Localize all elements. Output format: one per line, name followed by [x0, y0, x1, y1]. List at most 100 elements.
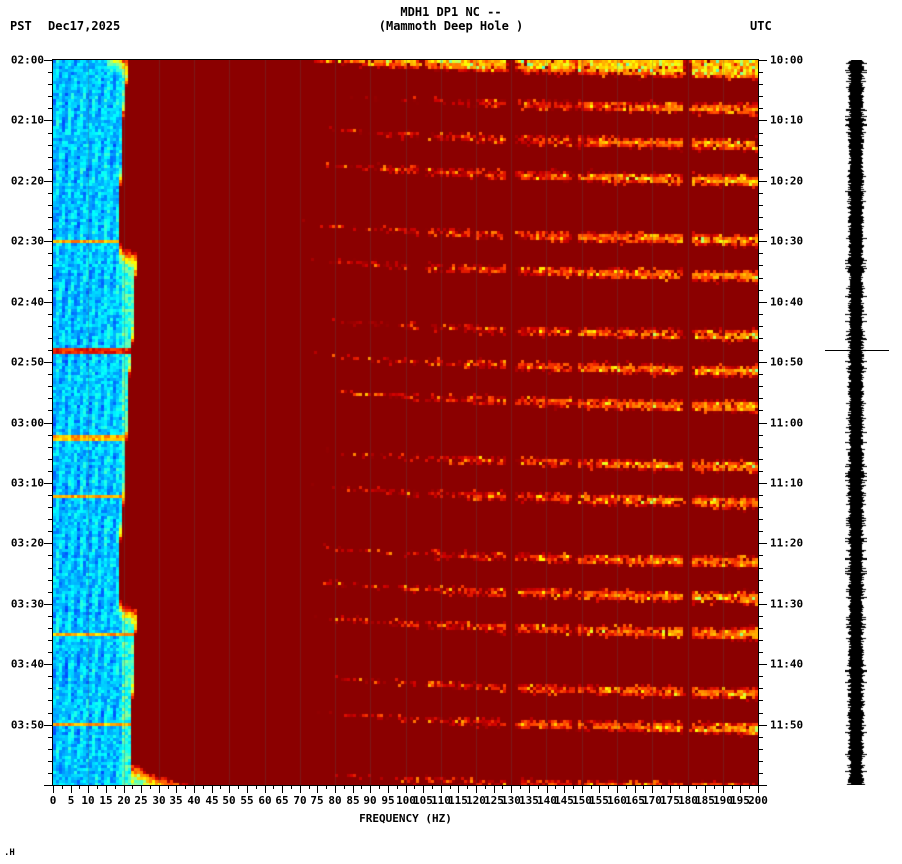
frequency-label: 185	[695, 794, 715, 807]
frequency-label: 150	[572, 794, 592, 807]
time-tick-minor-left	[48, 471, 53, 472]
time-tick-minor-right	[758, 616, 763, 617]
time-tick-minor-right	[758, 290, 763, 291]
time-tick-minor-left	[48, 447, 53, 448]
time-tick-major-right	[758, 241, 767, 242]
time-tick-minor-right	[758, 568, 763, 569]
time-tick-major-right	[758, 785, 767, 786]
time-tick-minor-left	[48, 278, 53, 279]
time-tick-minor-left	[48, 628, 53, 629]
time-tick-major-right	[758, 664, 767, 665]
frequency-label: 125	[484, 794, 504, 807]
frequency-tick-minor	[520, 785, 521, 789]
frequency-tick-major	[688, 785, 689, 793]
time-tick-major-right	[758, 423, 767, 424]
frequency-tick-major	[229, 785, 230, 793]
frequency-tick-major	[494, 785, 495, 793]
time-tick-minor-left	[48, 386, 53, 387]
frequency-label: 145	[554, 794, 574, 807]
time-tick-minor-left	[48, 568, 53, 569]
station-subtitle: (Mammoth Deep Hole )	[378, 19, 524, 33]
frequency-tick-major	[723, 785, 724, 793]
frequency-tick-minor	[326, 785, 327, 789]
time-tick-minor-right	[758, 338, 763, 339]
time-tick-major-right	[758, 362, 767, 363]
frequency-tick-minor	[714, 785, 715, 789]
time-tick-minor-right	[758, 688, 763, 689]
time-tick-minor-right	[758, 700, 763, 701]
waveform-image	[845, 60, 867, 785]
frequency-label: 25	[134, 794, 148, 807]
frequency-tick-major	[159, 785, 160, 793]
frequency-label: 45	[205, 794, 219, 807]
time-tick-major-right	[758, 725, 767, 726]
frequency-tick-minor	[732, 785, 733, 789]
frequency-tick-minor	[256, 785, 257, 789]
frequency-tick-minor	[62, 785, 63, 789]
timezone-label-left: PST	[10, 19, 32, 33]
time-label-left: 03:30	[10, 597, 44, 611]
frequency-label: 35	[169, 794, 183, 807]
frequency-tick-minor	[679, 785, 680, 789]
frequency-tick-major	[406, 785, 407, 793]
time-tick-major-left	[44, 241, 53, 242]
time-tick-minor-left	[48, 145, 53, 146]
frequency-tick-major	[265, 785, 266, 793]
time-tick-minor-right	[758, 495, 763, 496]
frequency-tick-minor	[467, 785, 468, 789]
time-tick-minor-left	[48, 773, 53, 774]
time-tick-minor-right	[758, 133, 763, 134]
spectrogram-image	[53, 60, 758, 785]
time-tick-minor-left	[48, 290, 53, 291]
frequency-tick-minor	[150, 785, 151, 789]
time-label-left: 03:20	[10, 536, 44, 550]
frequency-tick-minor	[432, 785, 433, 789]
time-tick-minor-left	[48, 592, 53, 593]
time-tick-minor-right	[758, 471, 763, 472]
time-tick-minor-left	[48, 205, 53, 206]
frequency-tick-major	[194, 785, 195, 793]
time-tick-minor-right	[758, 507, 763, 508]
time-label-left: 03:10	[10, 476, 44, 490]
time-label-right: 10:40	[770, 295, 804, 309]
frequency-tick-major	[564, 785, 565, 793]
frequency-tick-major	[740, 785, 741, 793]
frequency-tick-major	[670, 785, 671, 793]
time-tick-major-left	[44, 423, 53, 424]
frequency-label: 75	[310, 794, 324, 807]
frequency-label: 110	[431, 794, 451, 807]
time-tick-minor-right	[758, 265, 763, 266]
frequency-label: 70	[293, 794, 307, 807]
frequency-tick-minor	[132, 785, 133, 789]
frequency-label: 170	[642, 794, 662, 807]
time-tick-minor-left	[48, 519, 53, 520]
time-tick-major-right	[758, 302, 767, 303]
time-tick-minor-left	[48, 676, 53, 677]
time-tick-major-left	[44, 60, 53, 61]
frequency-label: 200	[748, 794, 768, 807]
frequency-label: 20	[117, 794, 131, 807]
time-tick-minor-left	[48, 652, 53, 653]
time-tick-minor-left	[48, 410, 53, 411]
date-label: Dec17,2025	[48, 19, 121, 33]
time-tick-minor-right	[758, 555, 763, 556]
seismic-waveform-trace	[845, 60, 867, 785]
time-tick-major-left	[44, 725, 53, 726]
time-label-right: 11:00	[770, 416, 804, 430]
time-label-left: 02:50	[10, 355, 44, 369]
time-tick-minor-right	[758, 205, 763, 206]
frequency-tick-major	[88, 785, 89, 793]
frequency-tick-minor	[168, 785, 169, 789]
time-label-right: 11:40	[770, 657, 804, 671]
time-tick-minor-left	[48, 555, 53, 556]
time-tick-major-left	[44, 302, 53, 303]
time-label-right: 11:30	[770, 597, 804, 611]
frequency-label: 65	[275, 794, 289, 807]
frequency-tick-major	[705, 785, 706, 793]
frequency-tick-minor	[291, 785, 292, 789]
time-tick-major-right	[758, 60, 767, 61]
time-tick-minor-right	[758, 447, 763, 448]
frequency-tick-minor	[450, 785, 451, 789]
frequency-label: 0	[49, 794, 57, 807]
time-tick-minor-left	[48, 749, 53, 750]
